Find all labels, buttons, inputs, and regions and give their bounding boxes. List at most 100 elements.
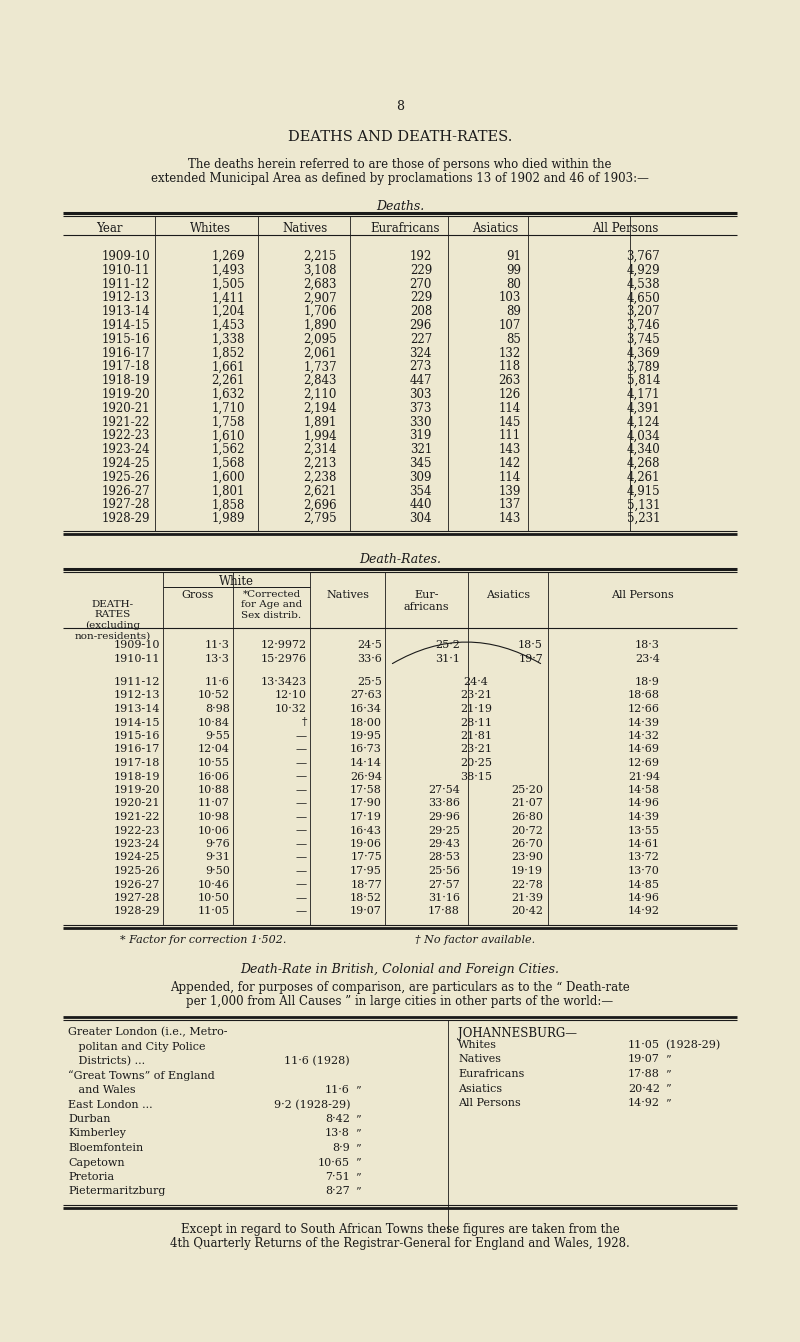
Text: 1,600: 1,600 <box>211 471 245 484</box>
Text: 2,907: 2,907 <box>303 291 337 305</box>
Text: 5,131: 5,131 <box>626 498 660 511</box>
Text: 17·58: 17·58 <box>350 785 382 794</box>
Text: 11·3: 11·3 <box>205 640 230 650</box>
Text: 1,610: 1,610 <box>211 429 245 443</box>
Text: Eur-
africans: Eur- africans <box>404 590 450 612</box>
Text: 24·5: 24·5 <box>357 640 382 650</box>
Text: 208: 208 <box>410 305 432 318</box>
Text: 27·54: 27·54 <box>428 785 460 794</box>
Text: *Corrected
for Age and
Sex distrib.: *Corrected for Age and Sex distrib. <box>241 590 302 620</box>
Text: 25·5: 25·5 <box>357 676 382 687</box>
Text: All Persons: All Persons <box>458 1098 521 1108</box>
Text: 192: 192 <box>410 250 432 263</box>
Text: 10·06: 10·06 <box>198 825 230 836</box>
Text: 28·53: 28·53 <box>428 852 460 863</box>
Text: 89: 89 <box>506 305 521 318</box>
Text: 10·52: 10·52 <box>198 691 230 701</box>
Text: 1928-29: 1928-29 <box>102 513 150 525</box>
Text: 1924-25: 1924-25 <box>114 852 160 863</box>
Text: 1917-18: 1917-18 <box>114 758 160 768</box>
Text: 16·43: 16·43 <box>350 825 382 836</box>
Text: 11·07: 11·07 <box>198 798 230 808</box>
Text: 12·10: 12·10 <box>275 691 307 701</box>
Text: 145: 145 <box>498 416 521 428</box>
Text: 10·55: 10·55 <box>198 758 230 768</box>
Text: 80: 80 <box>506 278 521 291</box>
Text: 1,493: 1,493 <box>211 264 245 276</box>
Text: 2,194: 2,194 <box>303 401 337 415</box>
Text: 1,505: 1,505 <box>211 278 245 291</box>
Text: 33·86: 33·86 <box>428 798 460 808</box>
Text: 137: 137 <box>498 498 521 511</box>
Text: 31·16: 31·16 <box>428 892 460 903</box>
Text: 107: 107 <box>498 319 521 331</box>
Text: (1928-29): (1928-29) <box>665 1040 720 1051</box>
Text: —: — <box>296 852 307 863</box>
Text: 1922-23: 1922-23 <box>114 825 160 836</box>
Text: 1,710: 1,710 <box>211 401 245 415</box>
Text: 1,411: 1,411 <box>212 291 245 305</box>
Text: 1,338: 1,338 <box>211 333 245 346</box>
Text: 18·3: 18·3 <box>635 640 660 650</box>
Text: 23·4: 23·4 <box>635 654 660 663</box>
Text: 1,890: 1,890 <box>303 319 337 331</box>
Text: 14·58: 14·58 <box>628 785 660 794</box>
Text: 1,706: 1,706 <box>303 305 337 318</box>
Text: 143: 143 <box>498 443 521 456</box>
Text: 1919-20: 1919-20 <box>114 785 160 794</box>
Text: 1914-15: 1914-15 <box>114 718 160 727</box>
Text: 13·55: 13·55 <box>628 825 660 836</box>
Text: 11·05: 11·05 <box>628 1040 660 1049</box>
Text: 11·6 (1928): 11·6 (1928) <box>284 1056 350 1067</box>
Text: 8·42: 8·42 <box>325 1114 350 1125</box>
Text: Districts) ...: Districts) ... <box>68 1056 145 1067</box>
Text: 18·77: 18·77 <box>350 879 382 890</box>
Text: 1,737: 1,737 <box>303 361 337 373</box>
Text: 319: 319 <box>410 429 432 443</box>
Text: 1924-25: 1924-25 <box>102 458 150 470</box>
Text: 1923-24: 1923-24 <box>114 839 160 849</box>
Text: 14·39: 14·39 <box>628 718 660 727</box>
Text: 229: 229 <box>410 291 432 305</box>
Text: 12·9972: 12·9972 <box>261 640 307 650</box>
Text: Appended, for purposes of comparison, are particulars as to the “ Death-rate: Appended, for purposes of comparison, ar… <box>170 981 630 994</box>
Text: 28·11: 28·11 <box>460 718 492 727</box>
Text: 11·6: 11·6 <box>325 1084 350 1095</box>
Text: 4,034: 4,034 <box>626 429 660 443</box>
Text: Deaths.: Deaths. <box>376 200 424 213</box>
Text: 13·70: 13·70 <box>628 866 660 876</box>
Text: 1,453: 1,453 <box>211 319 245 331</box>
Text: 29·25: 29·25 <box>428 825 460 836</box>
Text: 18·68: 18·68 <box>628 691 660 701</box>
Text: 9·50: 9·50 <box>205 866 230 876</box>
Text: 17·90: 17·90 <box>350 798 382 808</box>
Text: 21·19: 21·19 <box>460 705 492 714</box>
Text: 2,261: 2,261 <box>212 374 245 388</box>
Text: 8·9: 8·9 <box>332 1143 350 1153</box>
Text: 13·3423: 13·3423 <box>261 676 307 687</box>
Text: 1909-10: 1909-10 <box>102 250 150 263</box>
Text: 1,989: 1,989 <box>211 513 245 525</box>
Text: —: — <box>296 892 307 903</box>
Text: 345: 345 <box>410 458 432 470</box>
Text: 23·21: 23·21 <box>460 691 492 701</box>
Text: 1912-13: 1912-13 <box>102 291 150 305</box>
Text: Asiatics: Asiatics <box>472 221 518 235</box>
Text: 1923-24: 1923-24 <box>102 443 150 456</box>
Text: 296: 296 <box>410 319 432 331</box>
Text: 5,231: 5,231 <box>626 513 660 525</box>
Text: 2,314: 2,314 <box>303 443 337 456</box>
Text: 330: 330 <box>410 416 432 428</box>
Text: 1913-14: 1913-14 <box>102 305 150 318</box>
Text: 1,852: 1,852 <box>212 346 245 360</box>
Text: 2,795: 2,795 <box>303 513 337 525</box>
Text: 19·06: 19·06 <box>350 839 382 849</box>
Text: White: White <box>219 574 254 588</box>
Text: 19·19: 19·19 <box>511 866 543 876</box>
Text: Pietermaritzburg: Pietermaritzburg <box>68 1186 166 1197</box>
Text: 1913-14: 1913-14 <box>114 705 160 714</box>
Text: 23·21: 23·21 <box>460 745 492 754</box>
Text: Year: Year <box>96 221 122 235</box>
Text: 3,108: 3,108 <box>303 264 337 276</box>
Text: 139: 139 <box>498 484 521 498</box>
